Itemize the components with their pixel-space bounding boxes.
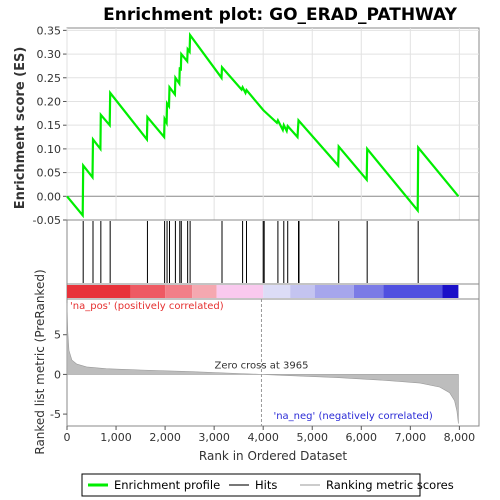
- metric-y-tick-label: -5: [50, 408, 61, 421]
- x-tick-label: 6,000: [346, 431, 378, 444]
- es-y-tick-label: 0.00: [37, 190, 62, 203]
- x-tick-label: 5,000: [296, 431, 328, 444]
- heatmap-segment: [442, 285, 459, 298]
- heatmap-segment: [353, 285, 384, 298]
- hits-panel-frame: [66, 219, 480, 285]
- metric-y-tick-label: 0: [54, 368, 61, 381]
- legend-item-label: Enrichment profile: [114, 478, 220, 492]
- es-y-tick-label: 0.05: [37, 167, 62, 180]
- heatmap-segment: [263, 285, 291, 298]
- ranking-heatmap: [67, 285, 459, 298]
- chart-title: Enrichment plot: GO_ERAD_PATHWAY: [103, 5, 457, 25]
- heatmap-segment: [130, 285, 166, 298]
- legend-box: [81, 473, 421, 497]
- x-tick-label: 1,000: [100, 431, 132, 444]
- legend: Enrichment profile Hits Ranking metric s…: [81, 473, 454, 497]
- enrichment-profile-line: [66, 31, 460, 219]
- heatmap-segment: [314, 285, 354, 298]
- es-y-tick-label: 0.25: [37, 72, 62, 85]
- es-y-tick-label: 0.30: [37, 48, 62, 61]
- zero-cross-label: Zero cross at 3965: [214, 360, 308, 371]
- metric-axis: -5 0 5: [50, 329, 67, 421]
- heatmap-segment: [216, 285, 264, 298]
- metric-y-axis-label: Ranked list metric (PreRanked): [33, 269, 47, 454]
- metric-y-tick-label: 5: [54, 329, 61, 342]
- x-axis: 0 1,000 2,000 3,000 4,000 5,000 6,000 7,000 8,00…: [64, 426, 476, 444]
- x-tick-label: 7,000: [395, 431, 427, 444]
- legend-item-label: Ranking metric scores: [326, 478, 454, 492]
- x-tick-label: 4,000: [247, 431, 279, 444]
- x-axis-label: Rank in Ordered Dataset: [199, 449, 347, 463]
- positive-correlation-label: 'na_pos' (positively correlated): [70, 301, 224, 312]
- heatmap-segment: [165, 285, 193, 298]
- legend-item-label: Hits: [255, 478, 277, 492]
- es-y-tick-label: 0.15: [37, 119, 62, 132]
- metric-panel-frame: [66, 298, 480, 427]
- x-tick-label: 3,000: [198, 431, 230, 444]
- heatmap-segment: [383, 285, 443, 298]
- heatmap-segment: [192, 285, 217, 298]
- x-tick-label: 2,000: [149, 431, 181, 444]
- heatmap-segment: [290, 285, 315, 298]
- es-y-tick-label: 0.10: [37, 143, 62, 156]
- negative-correlation-label: 'na_neg' (negatively correlated): [273, 411, 432, 422]
- x-tick-label: 0: [64, 431, 71, 444]
- es-y-tick-label: 0.20: [37, 95, 62, 108]
- es-y-axis-label: Enrichment score (ES): [13, 47, 28, 210]
- heatmap-segment: [67, 285, 131, 298]
- es-y-tick-label: 0.35: [37, 24, 62, 37]
- hits-marks: [82, 221, 419, 283]
- es-y-tick-label: -0.05: [33, 214, 61, 227]
- x-tick-label: 8,000: [444, 431, 476, 444]
